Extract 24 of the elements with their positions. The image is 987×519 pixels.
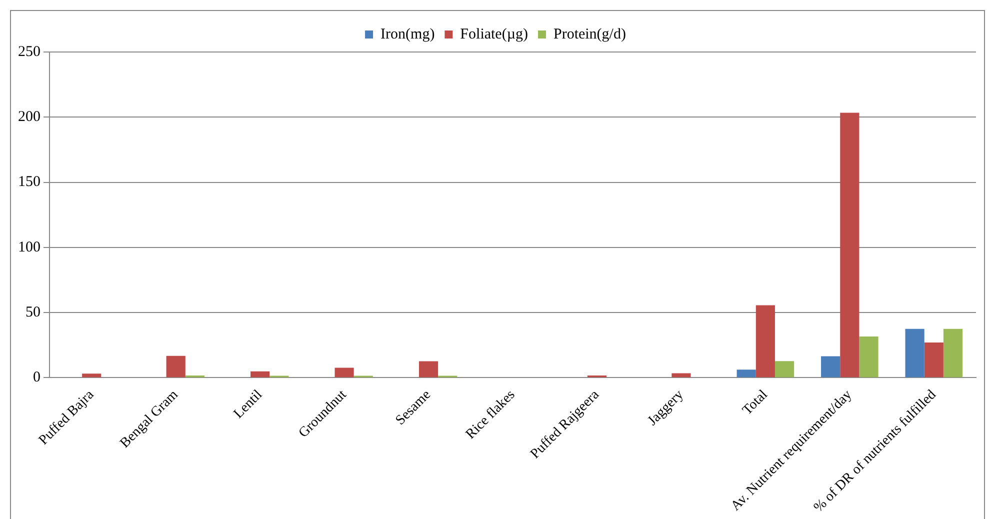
bar xyxy=(736,370,756,378)
legend-label: Foliate(µg) xyxy=(460,26,528,42)
bar xyxy=(672,373,691,378)
bar xyxy=(774,361,794,378)
bar xyxy=(943,328,963,378)
bar xyxy=(821,356,840,378)
bar xyxy=(82,374,102,378)
y-tick-label: 250 xyxy=(18,44,40,60)
y-tick-label: 0 xyxy=(33,370,40,386)
y-tick-label: 50 xyxy=(26,304,40,321)
bar xyxy=(756,305,775,378)
legend-label: Iron(mg) xyxy=(380,26,435,42)
y-tick-label: 100 xyxy=(18,239,40,256)
y-tick-label: 200 xyxy=(18,109,40,126)
y-tick-label: 150 xyxy=(18,174,40,190)
bar xyxy=(334,368,354,378)
bar xyxy=(166,356,186,378)
legend-label: Protein(g/d) xyxy=(553,26,626,42)
bar xyxy=(250,371,270,378)
bar xyxy=(418,361,438,378)
bar xyxy=(840,112,860,378)
bar xyxy=(905,328,924,378)
bar xyxy=(859,336,878,378)
bar xyxy=(924,342,944,378)
